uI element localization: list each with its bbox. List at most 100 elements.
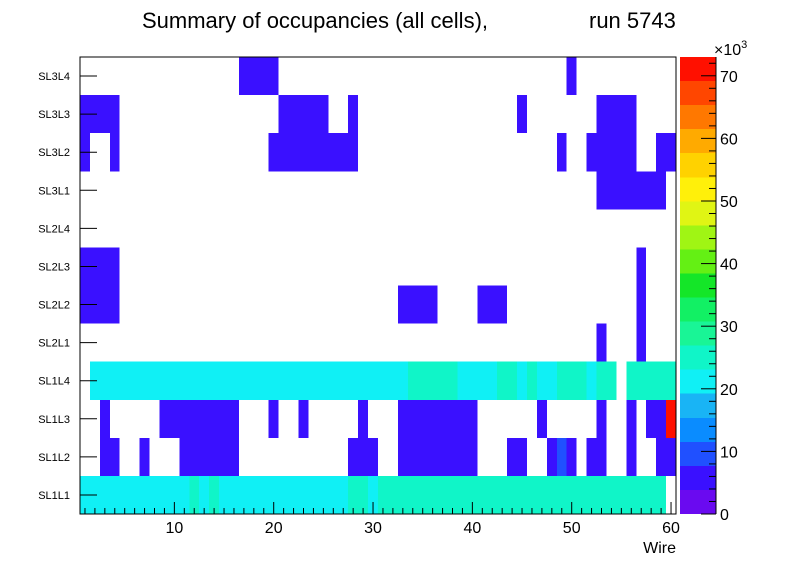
x-tick-label: 20 bbox=[265, 520, 283, 537]
palette-swatch bbox=[680, 273, 716, 298]
x-tick-label: 10 bbox=[165, 520, 183, 537]
x-axis: 10 20 30 40 50 60 bbox=[84, 502, 680, 537]
heatmap-cell bbox=[238, 57, 279, 96]
heatmap-cell bbox=[199, 475, 210, 514]
palette-swatch bbox=[680, 153, 716, 178]
y-tick-label: SL3L3 bbox=[38, 109, 70, 121]
x-axis-label: Wire bbox=[643, 540, 676, 557]
x-tick-label: 40 bbox=[463, 520, 481, 537]
y-tick-label: SL1L4 bbox=[38, 376, 70, 388]
palette-tick-label: 0 bbox=[720, 507, 729, 524]
heatmap-cell bbox=[497, 361, 518, 400]
y-tick-label: SL3L2 bbox=[38, 147, 70, 159]
x-tick-label: 30 bbox=[364, 520, 382, 537]
heatmap-cell bbox=[368, 475, 378, 514]
palette-tick-label: 20 bbox=[720, 382, 738, 399]
palette-swatch bbox=[680, 225, 716, 250]
heatmap-cell bbox=[348, 475, 369, 514]
y-tick-label: SL2L4 bbox=[38, 223, 70, 235]
heatmap-cell bbox=[636, 323, 647, 362]
heatmap-cell bbox=[248, 361, 408, 400]
palette-tick-label: 30 bbox=[720, 319, 738, 336]
heatmap-cell bbox=[596, 171, 667, 210]
z-exponent-label: ×103 bbox=[714, 39, 747, 59]
x-tick-label: 60 bbox=[662, 520, 680, 537]
palette-swatch bbox=[680, 465, 716, 490]
heatmap-cell bbox=[596, 95, 637, 134]
heatmap-cell bbox=[646, 399, 657, 438]
plot-frame bbox=[79, 56, 677, 515]
heatmap-cell bbox=[268, 399, 279, 438]
y-tick-label: SL2L2 bbox=[38, 300, 70, 312]
heatmap-cell bbox=[358, 399, 369, 438]
heatmap-cell bbox=[566, 57, 577, 96]
heatmap-cell bbox=[209, 475, 220, 514]
palette-tick-label: 40 bbox=[720, 257, 738, 274]
heatmap-cell bbox=[596, 323, 607, 362]
palette-swatch bbox=[680, 441, 716, 466]
y-tick-label: SL2L1 bbox=[38, 338, 70, 350]
palette-swatch bbox=[680, 369, 716, 394]
heatmap-cell bbox=[666, 399, 676, 438]
heatmap-cell bbox=[378, 475, 667, 514]
heatmap-cell bbox=[109, 475, 190, 514]
heatmap-cell bbox=[278, 95, 329, 134]
heatmap-cell bbox=[626, 399, 637, 438]
heatmap-cell bbox=[139, 437, 150, 476]
palette-swatch bbox=[680, 249, 716, 274]
heatmap-cell bbox=[556, 361, 587, 400]
palette-tick-label: 50 bbox=[720, 194, 738, 211]
heatmap-cell bbox=[268, 133, 359, 172]
y-tick-label: SL1L2 bbox=[38, 452, 70, 464]
heatmap-cell bbox=[636, 247, 647, 286]
palette-swatch bbox=[680, 345, 716, 370]
heatmap-cell bbox=[89, 361, 170, 400]
heatmap-cell bbox=[179, 437, 239, 476]
heatmap-cell bbox=[656, 437, 676, 476]
heatmap-cell bbox=[348, 95, 359, 134]
heatmap-cell bbox=[536, 399, 547, 438]
heatmap-cell bbox=[626, 361, 676, 400]
y-axis: SL1L1 SL1L2 SL1L3 SL1L4 SL2L1 SL2L2 SL2L3 SL2L4… bbox=[38, 71, 97, 502]
x-tick-label: 50 bbox=[563, 520, 581, 537]
z-exponent-power: 3 bbox=[741, 39, 747, 51]
heatmap-cell bbox=[656, 399, 667, 438]
chart-title: Summary of occupancies (all cells), bbox=[142, 8, 488, 33]
heatmap-cell bbox=[656, 133, 676, 172]
heatmap-cell bbox=[397, 437, 478, 476]
palette-swatch bbox=[680, 321, 716, 346]
heatmap-cell bbox=[99, 437, 120, 476]
run-label: run 5743 bbox=[589, 8, 676, 33]
palette-tick-label: 60 bbox=[720, 131, 738, 148]
palette-swatch bbox=[680, 129, 716, 154]
heatmap-cell bbox=[219, 475, 349, 514]
heatmap-cell bbox=[556, 133, 567, 172]
heatmap-cell bbox=[109, 133, 120, 172]
heatmap-cell bbox=[159, 399, 239, 438]
heatmap-cell bbox=[626, 437, 637, 476]
heatmap-cell bbox=[457, 361, 498, 400]
palette-swatch bbox=[680, 105, 716, 130]
y-tick-label: SL1L1 bbox=[38, 490, 70, 502]
heatmap-cell bbox=[517, 361, 527, 400]
color-palette: 0 10 20 30 40 50 60 70 bbox=[680, 57, 738, 524]
palette-tick-label: 10 bbox=[720, 444, 738, 461]
heatmap-cell bbox=[229, 361, 249, 400]
y-tick-label: SL1L3 bbox=[38, 414, 70, 426]
heatmap-cell bbox=[298, 399, 309, 438]
heatmap-cell bbox=[536, 361, 557, 400]
heatmap-cell bbox=[586, 437, 607, 476]
palette-swatch bbox=[680, 57, 716, 82]
palette-swatch bbox=[680, 81, 716, 106]
heatmap-cell bbox=[517, 95, 527, 134]
heatmap-cell bbox=[397, 285, 438, 324]
heatmap-cell bbox=[99, 399, 110, 438]
y-tick-label: SL2L3 bbox=[38, 261, 70, 273]
heatmap-cell bbox=[586, 361, 597, 400]
z-exponent-base: ×10 bbox=[714, 42, 741, 59]
heatmap-cell bbox=[348, 437, 378, 476]
heatmap-cell bbox=[407, 361, 458, 400]
heatmap-cell bbox=[507, 437, 527, 476]
heatmap-cell bbox=[397, 399, 478, 438]
